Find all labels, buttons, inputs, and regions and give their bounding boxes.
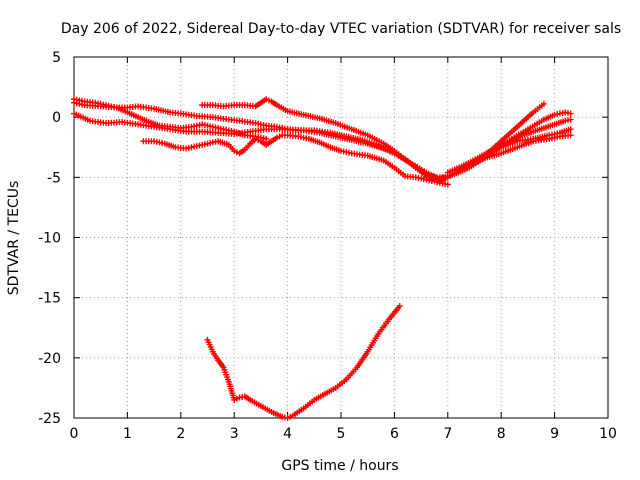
data-marks: [71, 96, 574, 421]
y-tick-label: -20: [38, 351, 61, 367]
y-tick-label: -10: [38, 231, 61, 247]
axis-ticks: 0 1 2 3 4 5 6 7 8 9 10 5 0 -5 -10 -15 -20 -25: [38, 50, 617, 442]
x-tick-label: 7: [443, 426, 452, 442]
series-track-j: [466, 132, 574, 169]
x-tick-label: 8: [497, 426, 506, 442]
x-tick-label: 10: [599, 426, 617, 442]
y-tick-label: 5: [52, 50, 61, 66]
series-track-e: [199, 96, 451, 181]
x-tick-label: 3: [230, 426, 239, 442]
data-point: [567, 116, 574, 123]
y-tick-label: -25: [38, 411, 61, 427]
x-tick-label: 1: [123, 426, 132, 442]
data-point: [567, 126, 574, 133]
y-axis-label: SDTVAR / TECUs: [6, 181, 22, 296]
series-track-d: [140, 132, 451, 188]
grid: [74, 57, 608, 418]
x-tick-label: 2: [176, 426, 185, 442]
x-tick-label: 9: [550, 426, 559, 442]
x-tick-label: 4: [283, 426, 292, 442]
chart-title: Day 206 of 2022, Sidereal Day-to-day VTE…: [61, 21, 621, 37]
y-tick-label: 0: [52, 110, 61, 126]
data-point: [567, 110, 574, 117]
data-point: [396, 303, 403, 310]
x-tick-label: 0: [70, 426, 79, 442]
data-point: [263, 135, 270, 142]
x-axis-label: GPS time / hours: [281, 458, 398, 474]
x-tick-label: 5: [337, 426, 346, 442]
series-track-c: [71, 96, 270, 142]
data-point: [444, 181, 451, 188]
y-tick-label: -15: [38, 291, 61, 307]
series-track-k: [204, 303, 403, 421]
y-tick-label: -5: [47, 170, 61, 186]
x-tick-label: 6: [390, 426, 399, 442]
data-point: [540, 100, 547, 107]
data-point: [567, 132, 574, 139]
